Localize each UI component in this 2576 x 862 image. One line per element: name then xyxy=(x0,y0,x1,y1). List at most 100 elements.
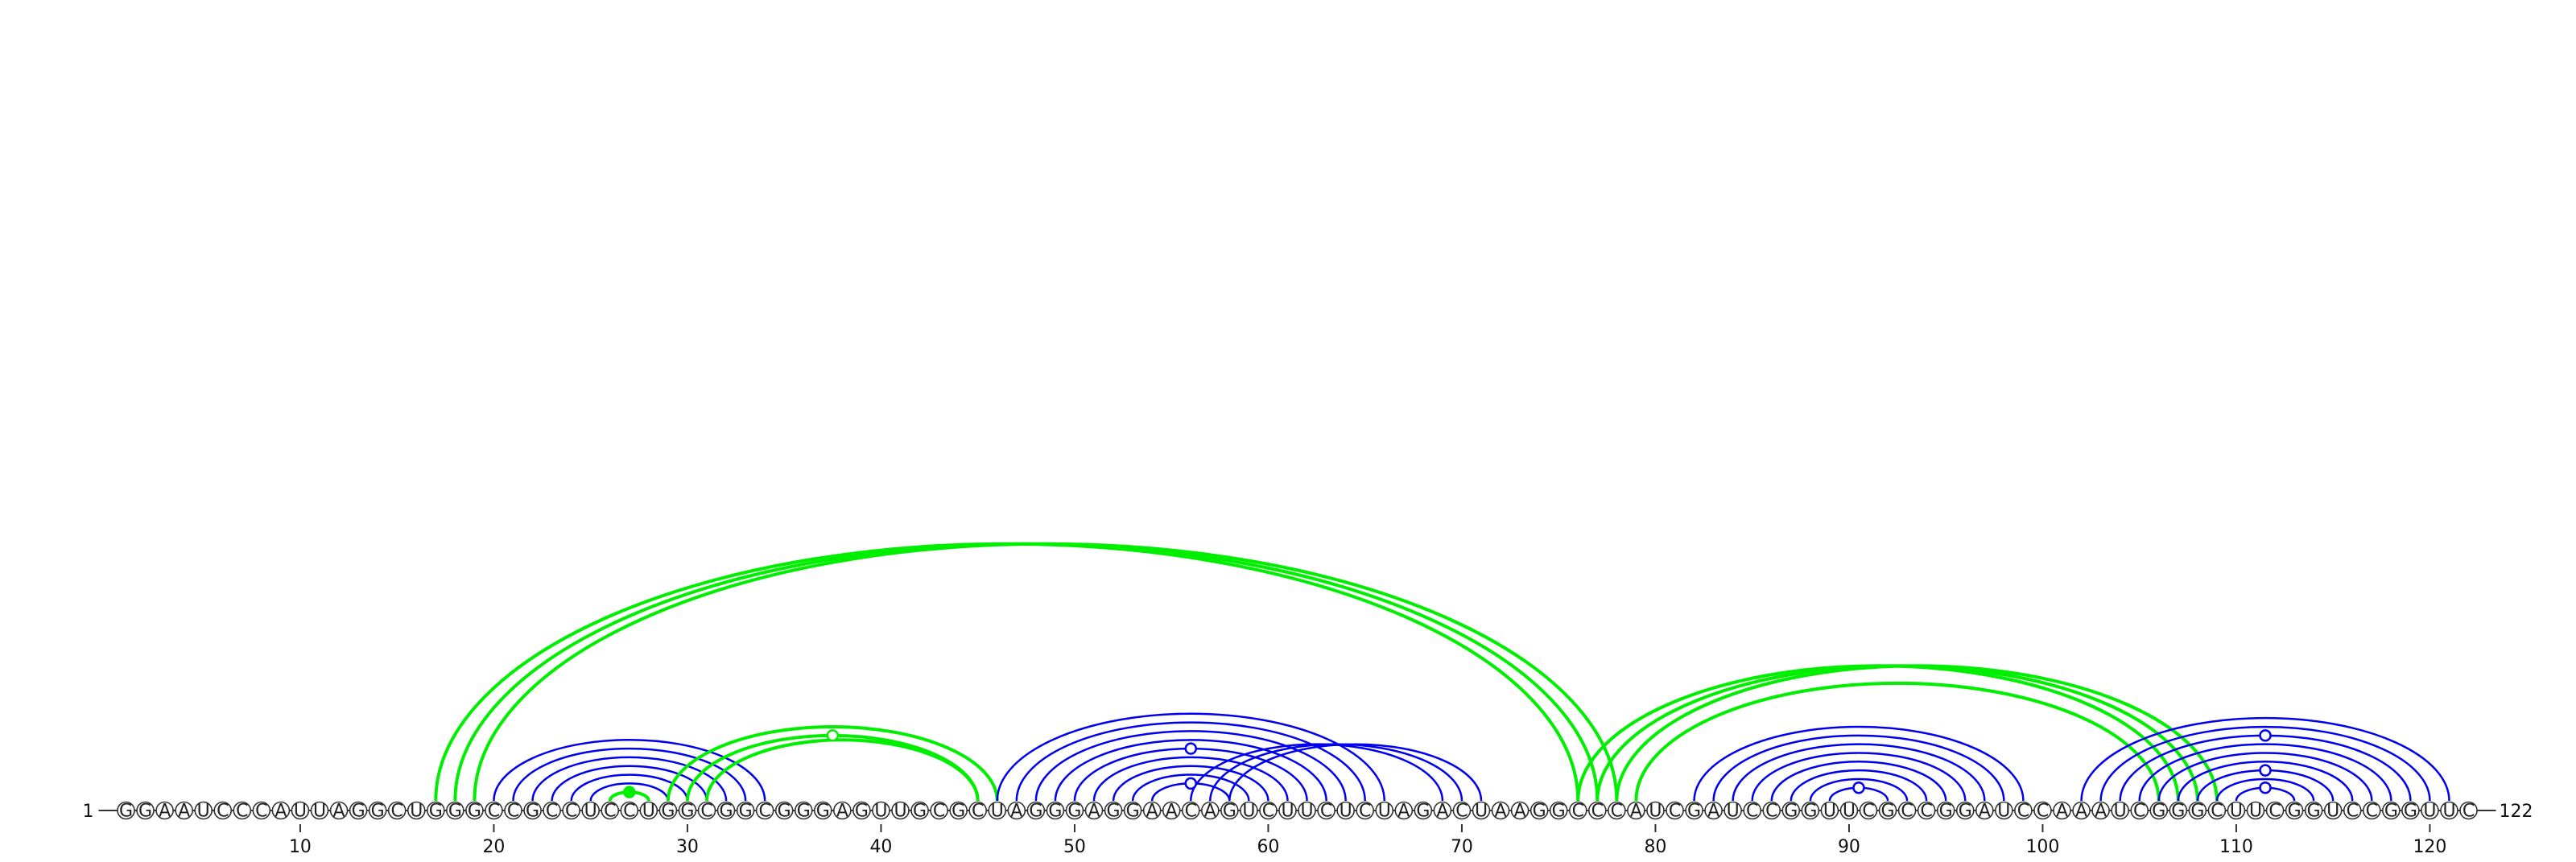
arc-48-64 xyxy=(1034,730,1347,802)
nucleotide-letter: G xyxy=(2190,802,2204,822)
nucleotide-circle xyxy=(485,801,503,820)
nucleotide-circle xyxy=(1724,801,1742,820)
nucleotide-74: G xyxy=(1530,802,1549,822)
nucleotide-letter: G xyxy=(855,802,869,822)
nucleotide-circle xyxy=(1278,801,1297,820)
nucleotide-circle xyxy=(310,801,329,820)
arc-19-78 xyxy=(473,542,1619,802)
nucleotide-circle xyxy=(1897,801,1917,820)
arc-30-45 xyxy=(685,733,980,802)
nucleotide-letter: U xyxy=(313,802,326,822)
nucleotide-9: A xyxy=(271,801,291,822)
arc-marker-50-62 xyxy=(1184,742,1197,755)
nucleotide-circle xyxy=(1123,801,1142,820)
nucleotide-letter: U xyxy=(1300,802,1313,822)
nucleotide-33: G xyxy=(736,802,755,822)
nucleotide-circle xyxy=(1259,801,1278,820)
arc-102-121 xyxy=(2080,716,2450,802)
nucleotide-letter: U xyxy=(2249,802,2262,822)
nucleotide-71: U xyxy=(1472,802,1491,822)
nucleotide-5: U xyxy=(194,802,213,822)
nucleotide-circle xyxy=(2091,801,2110,820)
nucleotide-31: C xyxy=(697,802,716,822)
nucleotide-circle xyxy=(1240,801,1258,820)
arc-105-118 xyxy=(2138,743,2392,802)
nucleotide-letter: C xyxy=(1765,802,1777,822)
nucleotide-letter: A xyxy=(275,802,287,822)
nucleotide-91: C xyxy=(1859,802,1878,822)
nucleotide-circle xyxy=(1801,801,1820,820)
nucleotide-circle xyxy=(1104,801,1123,820)
nucleotide-circle xyxy=(1627,801,1645,820)
nucleotide-circle xyxy=(465,801,484,820)
nucleotide-circle xyxy=(1936,801,1955,820)
nucleotide-letter: U xyxy=(584,802,597,822)
nucleotide-letter: G xyxy=(119,802,133,822)
nucleotide-letter: G xyxy=(1687,802,1701,822)
nucleotide-102: A xyxy=(2072,802,2091,822)
nucleotide-letter: G xyxy=(371,802,385,822)
nucleotide-letter: C xyxy=(1669,802,1681,822)
nucleotide-circle xyxy=(213,801,233,820)
arc-47-65 xyxy=(1015,721,1366,802)
nucleotide-circle xyxy=(523,801,542,820)
nucleotide-77: C xyxy=(1588,802,1607,822)
nucleotide-circle xyxy=(1220,801,1239,820)
nucleotide-letter: U xyxy=(991,802,1004,822)
arc-106-117 xyxy=(2157,752,2373,802)
nucleotide-letter: U xyxy=(2442,802,2455,822)
nucleotide-20: C xyxy=(485,801,503,822)
nucleotide-103: A xyxy=(2091,801,2110,822)
nucleotide-84: U xyxy=(1724,801,1742,822)
nucleotide-27: C xyxy=(620,802,639,822)
nucleotide-letter: G xyxy=(2404,802,2417,822)
nucleotide-letter: G xyxy=(2384,802,2398,822)
nucleotide-82: G xyxy=(1685,802,1703,822)
nucleotide-letter: U xyxy=(874,802,887,822)
nucleotide-36: G xyxy=(794,802,813,822)
nucleotide-letter: C xyxy=(758,802,770,822)
nucleotide-circle xyxy=(271,801,291,820)
nucleotide-circle xyxy=(2323,801,2343,820)
nucleotide-circle xyxy=(543,801,561,820)
nucleotide-54: A xyxy=(1142,802,1162,822)
nucleotide-letter: A xyxy=(2056,802,2068,822)
nucleotide-circle xyxy=(1375,801,1394,820)
nucleotide-circle xyxy=(581,801,601,820)
nucleotide-circle xyxy=(716,801,736,820)
nucleotide-75: G xyxy=(1549,802,1568,822)
nucleotide-circle xyxy=(2149,801,2169,820)
nucleotide-letter: G xyxy=(1048,802,1062,822)
nucleotide-letter: A xyxy=(178,802,190,822)
nucleotide-7: C xyxy=(233,802,252,822)
nucleotide-letter: C xyxy=(1320,802,1332,822)
nucleotide-28: U xyxy=(639,802,658,822)
nucleotide-letter: U xyxy=(1727,802,1740,822)
nucleotide-letter: C xyxy=(2462,802,2475,822)
nucleotide-circle xyxy=(291,801,310,820)
arc-52-60 xyxy=(1112,765,1269,802)
nucleotide-letter: C xyxy=(565,802,577,822)
nucleotide-circle xyxy=(2053,801,2071,820)
nucleotide-21: C xyxy=(504,802,522,822)
nucleotide-letter: C xyxy=(2211,802,2223,822)
nucleotide-120: U xyxy=(2421,802,2439,822)
nucleotide-letter: C xyxy=(1920,802,1932,822)
nucleotide-circle xyxy=(2207,801,2227,820)
arc-marker-89-92 xyxy=(1852,782,1865,794)
nucleotide-122: C xyxy=(2459,802,2478,822)
nucleotide-circle xyxy=(1394,801,1414,820)
nucleotide-letter: C xyxy=(1611,802,1623,822)
nucleotide-letter: C xyxy=(1572,802,1584,822)
nucleotide-circle xyxy=(774,801,794,820)
nucleotide-letter: C xyxy=(1455,802,1468,822)
nucleotide-letter: U xyxy=(1242,802,1255,822)
nucleotide-60: C xyxy=(1259,801,1278,822)
nucleotide-circle xyxy=(2111,801,2129,820)
nucleotide-letter: A xyxy=(1514,802,1526,822)
arcs-layer xyxy=(434,542,2450,802)
nucleotide-letter: A xyxy=(836,802,848,822)
nucleotide-40: U xyxy=(872,802,890,822)
nucleotide-letter: G xyxy=(661,802,675,822)
nucleotide-letter: A xyxy=(1436,802,1448,822)
